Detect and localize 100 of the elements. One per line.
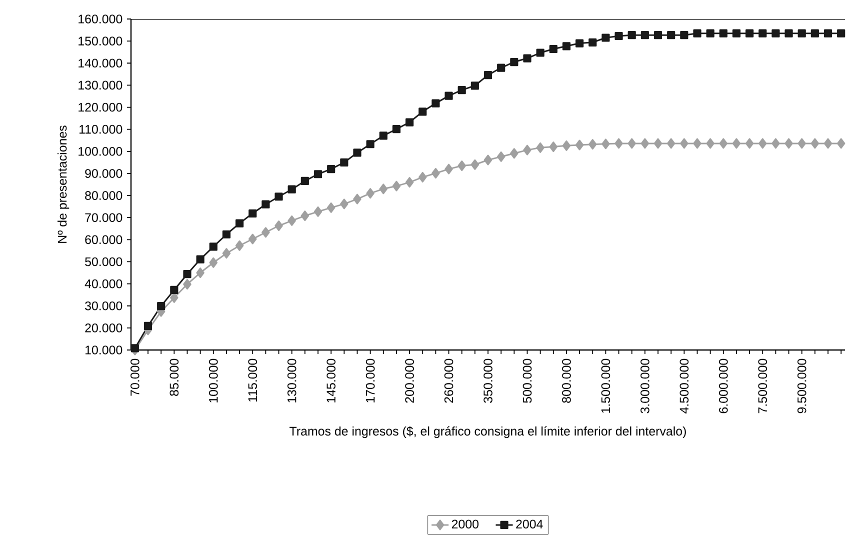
point	[693, 29, 702, 38]
point	[196, 268, 204, 278]
point	[719, 138, 728, 149]
point	[444, 92, 453, 100]
x-tick-label: 260.000	[444, 358, 454, 403]
point	[772, 29, 780, 38]
x-tick-label: 100.000	[208, 358, 218, 402]
point	[458, 86, 466, 94]
y-tick-label: 60.000	[85, 235, 122, 244]
legend-label: 2000	[452, 520, 479, 529]
point	[314, 206, 322, 217]
y-tick-label: 140.000	[78, 58, 122, 68]
point	[222, 248, 231, 259]
point	[353, 148, 362, 157]
point	[470, 82, 479, 90]
point	[772, 138, 780, 149]
point	[496, 151, 506, 162]
point	[222, 230, 231, 238]
point	[209, 242, 218, 251]
point	[314, 170, 322, 178]
point	[523, 54, 532, 62]
point	[745, 29, 754, 38]
point	[379, 184, 388, 194]
y-tick-label: 50.000	[85, 257, 122, 266]
point	[732, 29, 741, 38]
y-tick-label: 150.000	[78, 36, 122, 46]
point	[758, 29, 767, 38]
point	[484, 154, 492, 166]
point	[693, 138, 702, 149]
y-tick-label: 10.000	[86, 346, 122, 354]
x-tick-label: 130.000	[287, 358, 296, 402]
point	[798, 138, 806, 149]
point	[745, 138, 754, 149]
point	[130, 344, 139, 352]
point	[562, 140, 571, 151]
point	[628, 138, 636, 149]
point	[640, 31, 649, 40]
point	[262, 227, 270, 238]
point	[666, 138, 676, 149]
point	[183, 278, 192, 290]
point	[340, 198, 348, 210]
x-tick-label: 350.000	[484, 358, 492, 403]
x-tick-label: 1.500.000	[601, 358, 610, 413]
point	[497, 64, 506, 72]
point	[274, 220, 283, 232]
point	[523, 144, 532, 156]
x-tick-label: 500.000	[522, 358, 532, 403]
point	[588, 38, 597, 46]
legend-label: 2004	[516, 520, 543, 529]
y-tick-label: 120.000	[78, 102, 122, 112]
point	[640, 138, 650, 149]
point	[628, 31, 636, 40]
y-tick-label: 100.000	[78, 146, 122, 156]
point	[536, 48, 544, 57]
point	[654, 138, 662, 149]
y-tick-label: 40.000	[84, 279, 122, 288]
point	[784, 29, 793, 38]
point	[654, 31, 662, 40]
point	[602, 34, 610, 42]
point	[562, 42, 571, 50]
point	[549, 142, 558, 152]
point	[327, 165, 336, 174]
point	[784, 138, 793, 149]
point	[510, 58, 518, 66]
point	[288, 215, 296, 226]
point	[418, 108, 427, 116]
x-tick-label: 145.000	[326, 358, 336, 402]
y-tick-label: 130.000	[78, 80, 122, 90]
point	[170, 286, 178, 294]
point	[300, 210, 310, 222]
point	[248, 234, 257, 244]
point	[288, 185, 296, 194]
y-tick-label: 30.000	[85, 301, 122, 310]
x-tick-label: 200.000	[405, 358, 414, 403]
point	[758, 138, 767, 149]
point	[837, 29, 846, 38]
point	[836, 138, 846, 149]
point	[353, 194, 362, 204]
point	[602, 138, 610, 150]
point	[588, 139, 597, 150]
point	[405, 177, 414, 188]
point	[549, 44, 558, 54]
point	[340, 158, 348, 166]
point	[810, 29, 819, 38]
y-tick-label: 110.000	[80, 124, 122, 134]
point	[484, 70, 492, 80]
x-tick-label: 9.500.000	[797, 358, 806, 414]
point	[470, 159, 480, 170]
y-axis-title: Nº de presentaciones	[58, 126, 70, 243]
point	[196, 255, 204, 264]
point	[144, 322, 152, 330]
x-axis-title: Tramos de ingresos ($, el gráfico consigna el límite inferior del intervalo)	[290, 426, 686, 438]
x-tick-label: 4.500.000	[680, 358, 689, 414]
point	[157, 302, 166, 310]
point	[824, 29, 832, 38]
point	[575, 39, 584, 48]
point	[614, 32, 623, 40]
x-tick-label: 85.000	[170, 358, 179, 396]
x-tick-label: 115.000	[248, 358, 258, 402]
point	[732, 138, 741, 149]
